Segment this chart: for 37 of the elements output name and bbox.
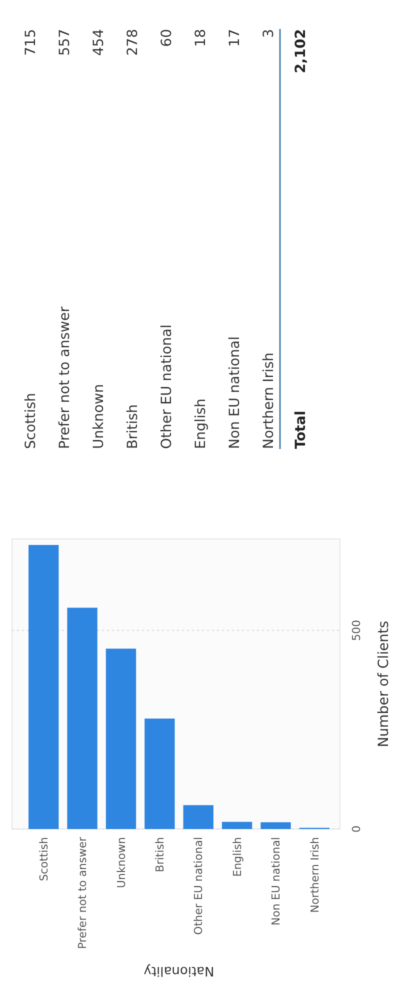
x-axis-title: Nationality	[143, 963, 214, 978]
bar	[106, 648, 136, 829]
category-label: British	[124, 404, 141, 449]
category-label: Non EU national	[226, 336, 243, 449]
bar	[222, 822, 252, 829]
x-tick-label: British	[154, 836, 167, 872]
data-label: 60	[158, 29, 175, 47]
category-label: Northern Irish	[260, 352, 277, 449]
bar	[260, 822, 291, 829]
y-axis-title: Number of Clients	[376, 620, 392, 748]
x-tick-label: Prefer not to answer	[76, 836, 90, 949]
category-label: English	[192, 398, 209, 449]
x-tick-label: Northern Irish	[308, 836, 322, 913]
data-label: 17	[226, 29, 243, 47]
data-label: 18	[192, 29, 209, 47]
x-tick-label: English	[230, 836, 244, 877]
data-label: 454	[90, 28, 107, 56]
data-label: 3	[260, 29, 277, 38]
data-label: 715	[22, 29, 39, 56]
category-label: Other EU national	[158, 324, 175, 449]
bar	[28, 544, 59, 829]
x-tick-label: Non EU national	[270, 837, 283, 926]
data-label: 278	[124, 29, 141, 56]
text: 2,102	[292, 29, 309, 74]
category-label: Prefer not to answer	[56, 306, 73, 449]
y-tick-label: 0	[350, 826, 363, 832]
y-tick-label: 500	[350, 620, 363, 641]
category-label: Unknown	[90, 384, 107, 449]
x-tick-label: Scottish	[37, 836, 50, 882]
bar	[183, 805, 214, 829]
x-tick-label: Unknown	[114, 836, 128, 888]
bar	[67, 608, 98, 829]
data-label: 557	[56, 29, 73, 56]
category-label: Scottish	[22, 392, 39, 449]
text: Total	[292, 410, 309, 449]
bar	[144, 718, 175, 829]
x-tick-label: Other EU national	[192, 837, 206, 935]
